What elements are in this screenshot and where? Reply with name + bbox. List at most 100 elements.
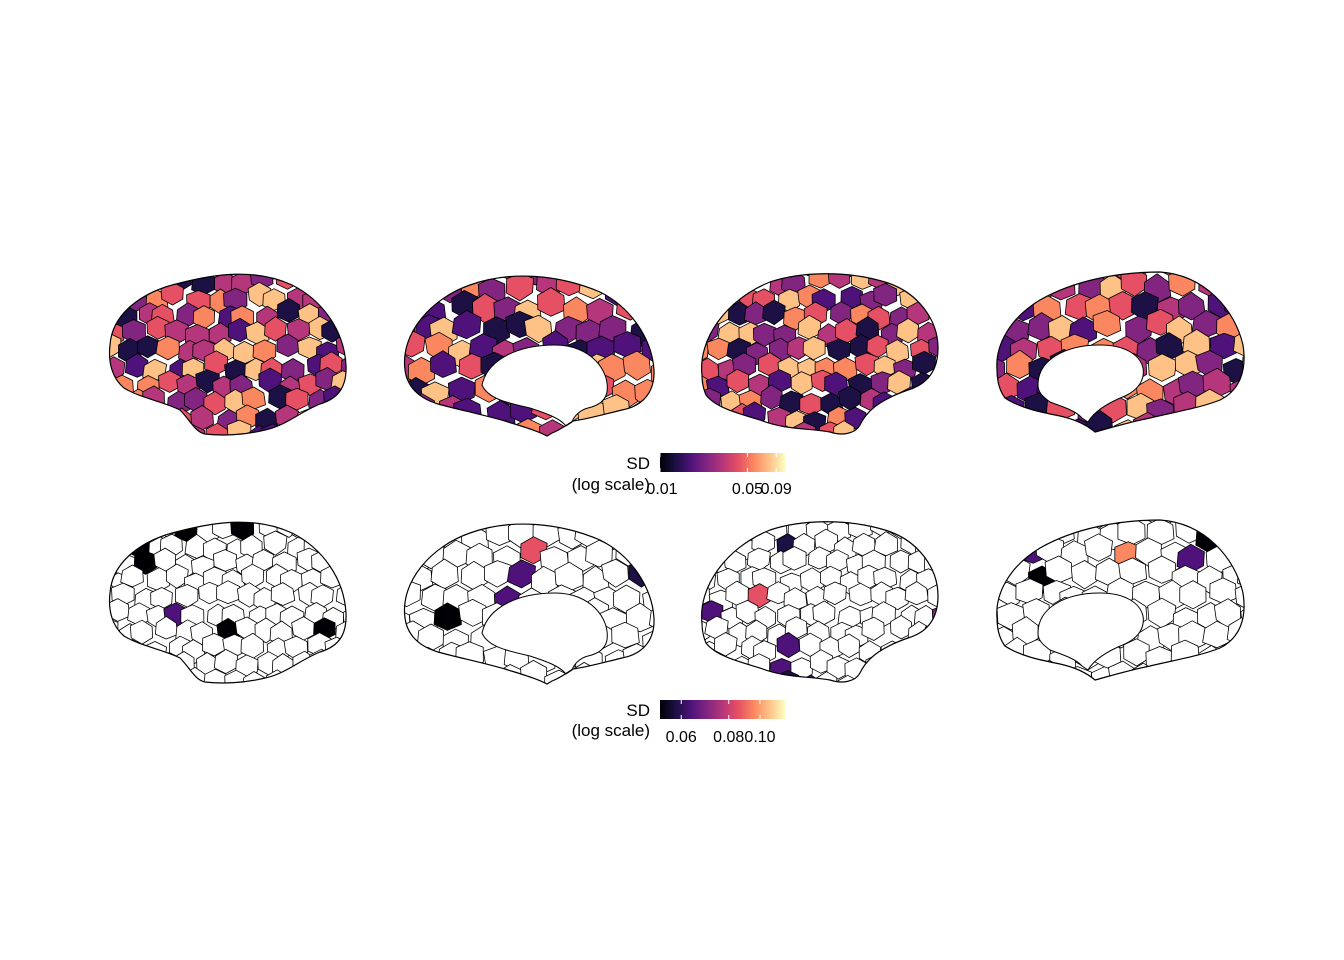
- brain-parcel: [658, 415, 684, 444]
- brain-parcel: [430, 350, 457, 378]
- brain-parcel: [1254, 625, 1282, 654]
- brain-parcel: [900, 529, 924, 555]
- colorbar-tick-label: 0.06: [666, 729, 697, 746]
- brain-parcel: [896, 422, 920, 434]
- brain-parcel: [131, 235, 154, 259]
- brain-parcel: [884, 484, 907, 506]
- brain-parcel: [301, 522, 326, 527]
- brain-view-lateral-left: [74, 482, 375, 713]
- brain-parcel: [359, 403, 382, 426]
- brain-parcel: [78, 405, 100, 430]
- brain-parcel: [666, 376, 694, 403]
- brain-parcel: [666, 238, 688, 261]
- legend-title-line1: SD: [626, 454, 650, 473]
- brain-parcel: [1009, 520, 1039, 526]
- brain-parcel: [444, 668, 474, 684]
- brain-parcel: [257, 482, 280, 505]
- brain-parcel: [456, 689, 482, 717]
- brain-parcel: [911, 521, 935, 526]
- brain-parcel: [636, 524, 655, 531]
- brain-parcel: [886, 437, 909, 461]
- brain-parcel: [109, 522, 128, 527]
- brain-parcel: [669, 617, 692, 640]
- colorbar-tick-label: 0.01: [646, 481, 677, 498]
- brain-parcel: [129, 522, 154, 538]
- brain-parcel: [615, 524, 645, 529]
- brain-parcel: [270, 582, 296, 606]
- brain-parcel: [654, 237, 682, 266]
- brain-parcel: [1129, 272, 1159, 275]
- brain-parcel: [958, 563, 984, 590]
- brain-parcel: [1179, 580, 1207, 610]
- colorbar-tick-label: 0.05: [732, 481, 763, 498]
- brain-parcel: [916, 386, 938, 411]
- brain-parcel: [278, 687, 299, 709]
- brain-parcel: [907, 273, 931, 291]
- brain-parcel: [1251, 375, 1277, 404]
- brain-parcel: [352, 623, 375, 646]
- brain-parcel: [120, 564, 144, 588]
- brain-parcel: [510, 692, 538, 720]
- brain-parcel: [130, 483, 154, 506]
- brain-parcel: [290, 522, 315, 542]
- brain-parcel: [929, 301, 938, 325]
- brain-parcel: [481, 682, 511, 684]
- brain-parcel: [847, 691, 869, 715]
- brain-parcel: [996, 540, 1020, 570]
- brain-parcel: [505, 276, 534, 302]
- brain-parcel: [597, 236, 624, 265]
- brain-parcel: [827, 273, 851, 289]
- brain-parcel: [350, 230, 372, 254]
- brain-parcel: [358, 265, 381, 287]
- brain-parcel: [733, 273, 756, 275]
- brain-parcel: [1207, 520, 1237, 531]
- brain-parcel: [1213, 483, 1241, 512]
- brain-parcel: [315, 231, 336, 254]
- brain-parcel: [1207, 272, 1236, 285]
- brain-parcel: [932, 667, 938, 682]
- brain-parcel: [263, 530, 288, 556]
- brain-parcel: [181, 424, 206, 435]
- brain-parcel: [216, 580, 241, 605]
- brain-parcel: [506, 559, 536, 589]
- brain-parcel: [1217, 433, 1243, 462]
- brain-parcel: [640, 544, 655, 573]
- brain-parcel: [544, 669, 574, 684]
- brain-parcel: [330, 299, 347, 323]
- brain-parcel: [503, 438, 530, 465]
- brain-parcel: [886, 655, 911, 679]
- brain-parcel: [454, 482, 479, 512]
- brain-parcel: [1048, 482, 1075, 511]
- brain-parcel: [144, 522, 169, 525]
- brain-parcel: [404, 579, 422, 608]
- brain-parcel: [1233, 664, 1245, 680]
- brain-parcel: [943, 548, 967, 570]
- brain-parcel: [276, 232, 299, 255]
- brain-parcel: [561, 276, 592, 282]
- brain-parcel: [1240, 688, 1268, 715]
- brain-parcel: [701, 387, 721, 412]
- brain-parcel: [72, 230, 96, 254]
- brain-parcel: [854, 352, 879, 377]
- brain-parcel: [373, 631, 400, 657]
- brain-parcel: [164, 420, 190, 435]
- brain-parcel: [74, 548, 97, 571]
- brain-parcel: [325, 670, 347, 683]
- brain-parcel: [404, 524, 412, 552]
- brain-parcel: [391, 227, 419, 256]
- brain-parcel: [948, 619, 972, 643]
- brain-parcel: [1145, 646, 1174, 676]
- brain-parcel: [701, 534, 704, 557]
- brain-parcel: [788, 685, 811, 708]
- brain-parcel: [537, 287, 566, 317]
- brain-parcel: [944, 655, 967, 679]
- brain-parcel: [1064, 272, 1093, 284]
- brain-parcel: [811, 238, 834, 261]
- brain-parcel: [701, 672, 717, 682]
- brain-parcel: [332, 487, 355, 511]
- brain-parcel: [1070, 229, 1098, 256]
- brain-parcel: [124, 669, 149, 683]
- brain-parcel: [655, 521, 681, 547]
- brain-parcel: [338, 689, 361, 713]
- brain-parcel: [207, 274, 232, 278]
